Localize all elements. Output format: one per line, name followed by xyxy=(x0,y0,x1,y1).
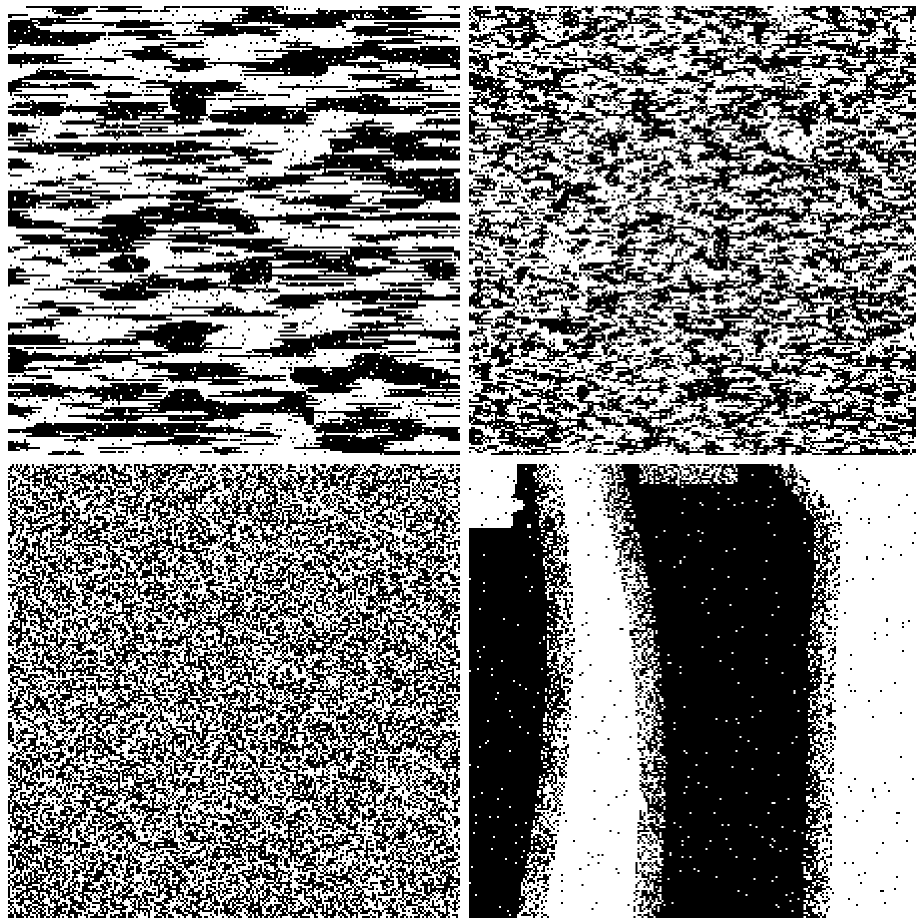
fine-dashed-texture-panel xyxy=(469,6,916,455)
blob-texture-canvas xyxy=(469,464,916,918)
salt-and-pepper-noise-canvas xyxy=(8,464,460,918)
blob-texture-panel xyxy=(469,464,916,918)
fine-dashed-texture-canvas xyxy=(469,6,916,455)
horizontal-streak-texture-panel xyxy=(8,6,460,455)
salt-and-pepper-noise-panel xyxy=(8,464,460,918)
horizontal-streak-texture-canvas xyxy=(8,6,460,455)
